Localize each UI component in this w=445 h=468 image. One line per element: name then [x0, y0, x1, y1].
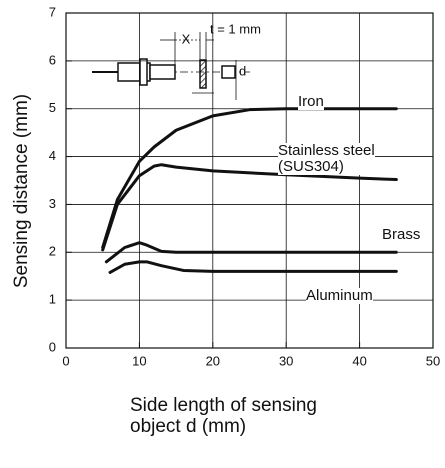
inset-label: X — [182, 31, 191, 46]
x-tick-label: 10 — [132, 353, 146, 368]
x-axis-label: Side length of sensing object d (mm) — [130, 395, 317, 437]
plot-frame — [65, 12, 434, 349]
y-tick-label: 3 — [49, 196, 56, 211]
series-label: Brass — [382, 226, 421, 243]
series-line — [101, 163, 398, 252]
y-tick-label: 4 — [49, 148, 56, 163]
series-label: Iron — [298, 93, 324, 110]
y-axis-label: Sensing distance (mm) — [11, 93, 32, 289]
x-tick-label: 50 — [426, 353, 440, 368]
y-tick-label: 2 — [49, 244, 56, 259]
y-tick-label: 7 — [49, 4, 56, 19]
x-tick-label: 20 — [206, 353, 220, 368]
y-tick-label: 0 — [49, 339, 56, 354]
inset-label: d — [239, 63, 246, 78]
y-tick-label: 5 — [49, 100, 56, 115]
series-label: Stainless steel (SUS304) — [278, 142, 375, 175]
x-tick-label: 0 — [62, 353, 69, 368]
x-tick-label: 30 — [279, 353, 293, 368]
series-line — [101, 107, 398, 249]
inset-label: t = 1 mm — [210, 21, 261, 36]
series-line — [104, 241, 398, 264]
x-tick-label: 40 — [352, 353, 366, 368]
series-label: Aluminum — [306, 287, 373, 304]
series-line — [108, 260, 398, 274]
inset-diagram — [92, 32, 250, 100]
y-tick-label: 1 — [49, 292, 56, 307]
y-tick-label: 6 — [49, 52, 56, 67]
